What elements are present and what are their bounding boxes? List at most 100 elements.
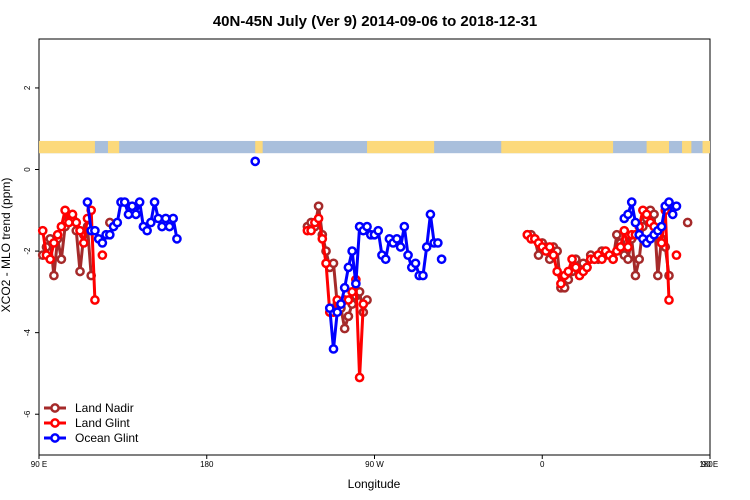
land-strip-segment [367,140,435,154]
land-strip-segment [682,140,692,154]
data-point [60,205,70,216]
data-point [67,209,78,220]
data-point [611,229,622,240]
data-point [164,221,175,232]
data-point [615,242,626,252]
y-tick-label: -6 [23,410,32,418]
data-point [343,311,354,322]
data-point [339,282,350,293]
y-tick-label: -4 [23,329,32,337]
data-point [97,238,108,248]
data-point [649,209,659,220]
data-point [172,233,182,244]
land-strip-segment [39,140,95,154]
data-point [131,209,141,220]
data-point [313,213,324,224]
data-point [56,254,67,265]
data-point [630,217,641,228]
land-strip-segment [501,140,614,154]
data-point [112,217,123,228]
legend-label: Ocean Glint [75,431,139,445]
data-point [623,254,633,265]
data-point [395,242,406,252]
data-point [608,254,618,265]
data-point [339,323,350,334]
data-point [97,250,108,261]
data-point [563,266,574,277]
x-tick-label: 90 W [365,460,384,469]
data-point [313,201,324,212]
data-point [56,221,67,232]
data-point [168,213,179,224]
series-ocean-glint [82,156,682,354]
data-point [78,238,89,248]
data-point [619,225,630,236]
data-point [548,250,559,261]
x-tick-label: 180 [200,460,214,469]
y-axis-label: XCO2 - MLO trend (ppm) [0,178,13,313]
land-strip-segment [107,140,120,154]
plot-area [38,38,711,456]
data-point [373,225,384,236]
data-point [90,295,100,305]
data-point [641,209,652,220]
data-point [552,266,563,277]
data-point [392,233,402,244]
data-point [142,225,152,236]
data-point [567,254,577,265]
data-point [630,270,641,281]
data-point [37,225,48,236]
land-strip-segment [646,140,669,154]
data-point [410,258,421,269]
data-point [317,233,328,244]
data-point [682,217,693,228]
data-point [52,229,63,240]
land-strip-segment [255,140,263,154]
data-point [63,217,74,228]
data-point [623,242,633,252]
legend-marker [50,403,60,413]
x-tick-label: 90 E [31,460,47,469]
data-point [403,250,413,261]
data-point [656,221,667,232]
data-point [75,225,85,236]
x-axis-label: Longitude [348,477,401,491]
data-point [336,299,346,309]
data-point [664,295,674,305]
data-point [556,278,566,289]
data-point [75,266,85,277]
data-point [652,270,663,281]
x-tick-label-right: 180 [699,460,713,469]
data-point [332,307,343,318]
data-point [49,270,59,281]
data-point [145,217,156,228]
data-point [436,254,447,265]
data-point [134,197,145,207]
data-point [623,209,633,220]
x-tick-label: 90 E [702,460,718,469]
y-tick-label: 0 [23,167,32,172]
data-point [544,242,555,252]
y-tick-label: -2 [23,247,32,255]
data-point [582,262,592,273]
legend-marker [50,418,60,428]
data-point [570,262,581,273]
data-point [354,372,365,383]
data-point [250,156,261,167]
data-point [533,250,544,261]
series-land-nadir [37,201,693,334]
land-strip-segment [702,140,710,154]
chart-title: 40N-45N July (Ver 9) 2014-09-06 to 2018-… [213,13,537,30]
data-point [351,278,361,289]
data-point [127,201,138,212]
data-point [306,225,316,236]
data-point [149,197,160,207]
data-point [49,238,59,248]
data-point [123,209,134,220]
data-point [328,258,339,269]
data-point [324,303,335,314]
land-ocean-strip [39,140,710,154]
